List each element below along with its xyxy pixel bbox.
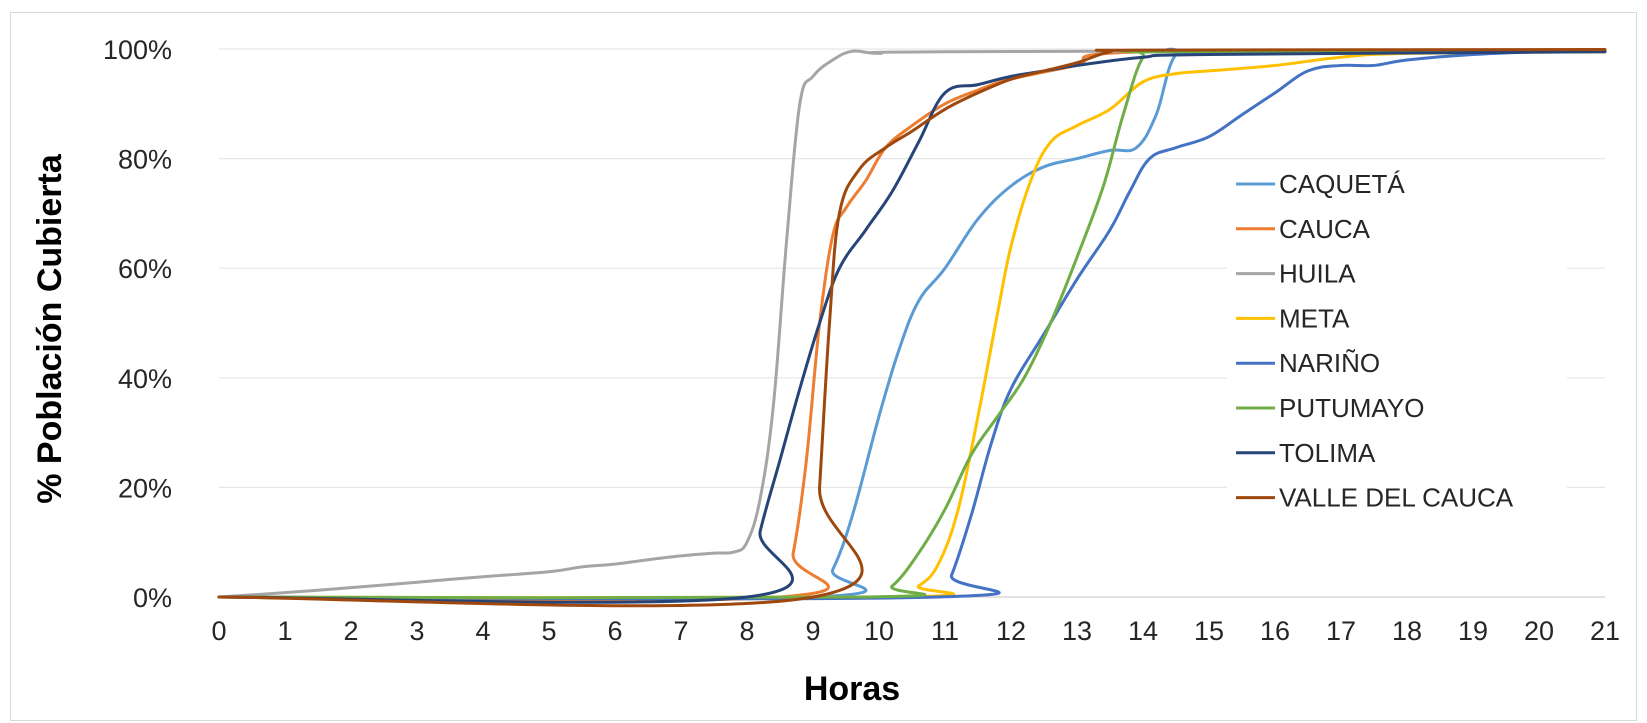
y-tick-label: 60%	[118, 254, 172, 284]
x-axis-title: Horas	[804, 670, 900, 708]
x-tick-label: 3	[409, 616, 424, 646]
x-tick-label: 8	[739, 616, 754, 646]
x-tick-label: 10	[864, 616, 894, 646]
series-line-tolima	[217, 50, 1607, 604]
x-tick-label: 9	[805, 616, 820, 646]
legend-box	[1227, 165, 1567, 518]
legend-label: CAUCA	[1279, 214, 1371, 244]
legend-label: TOLIMA	[1279, 438, 1376, 468]
legend-label: NARIÑO	[1279, 348, 1380, 378]
x-tick-label: 12	[996, 616, 1026, 646]
x-tick-label: 19	[1458, 616, 1488, 646]
legend-label: HUILA	[1279, 259, 1356, 289]
x-tick-label: 0	[211, 616, 226, 646]
x-tick-label: 14	[1128, 616, 1158, 646]
legend-label: VALLE DEL CAUCA	[1279, 483, 1514, 513]
series-lines	[217, 47, 1607, 608]
x-axis-ticks: 0 1 2 3 4 5 6 7 8 9 10 11 12 13 14 15 16 17 18 19 20 21	[211, 616, 1620, 646]
x-tick-label: 16	[1260, 616, 1290, 646]
legend: CAQUETÁ CAUCA HUILA META NARIÑO PUTUMAYO TOLIM…	[1227, 165, 1567, 518]
x-tick-label: 21	[1590, 616, 1620, 646]
x-tick-label: 1	[277, 616, 292, 646]
y-axis-title: % Población Cubierta	[31, 153, 69, 504]
x-tick-label: 7	[673, 616, 688, 646]
legend-label: PUTUMAYO	[1279, 393, 1424, 423]
y-axis-ticks: 0% 20% 40% 60% 80% 100%	[103, 35, 172, 613]
x-tick-label: 6	[607, 616, 622, 646]
series-line-huila	[217, 48, 1607, 599]
series-line-valle-del-cauca	[217, 48, 1607, 608]
x-tick-label: 5	[541, 616, 556, 646]
legend-label: META	[1279, 303, 1350, 333]
series-line-narino	[217, 48, 1607, 601]
y-tick-label: 0%	[133, 583, 172, 613]
x-tick-label: 11	[931, 616, 959, 646]
series-line-meta	[217, 50, 1607, 600]
y-tick-label: 100%	[103, 35, 172, 65]
x-tick-label: 2	[343, 616, 358, 646]
x-tick-label: 13	[1062, 616, 1092, 646]
legend-label: CAQUETÁ	[1279, 169, 1405, 199]
y-tick-label: 40%	[118, 364, 172, 394]
x-tick-label: 4	[475, 616, 490, 646]
x-tick-label: 18	[1392, 616, 1422, 646]
x-tick-label: 15	[1194, 616, 1224, 646]
x-tick-label: 20	[1524, 616, 1554, 646]
x-tick-label: 17	[1326, 616, 1356, 646]
y-tick-label: 80%	[118, 145, 172, 175]
y-tick-label: 20%	[118, 473, 172, 503]
